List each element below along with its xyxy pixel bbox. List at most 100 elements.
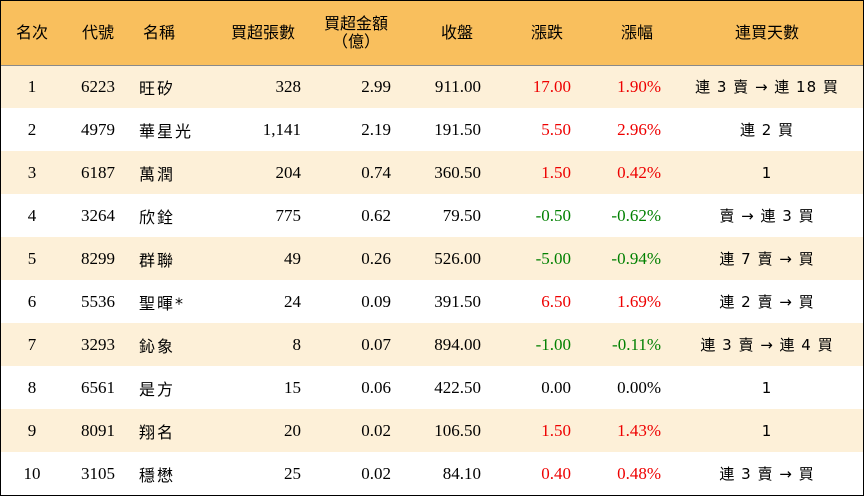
header-net-amount: 買超金額 （億） bbox=[311, 1, 401, 66]
cell-code: 5536 bbox=[81, 291, 115, 311]
header-close: 收盤 bbox=[401, 1, 491, 66]
cell-rank: 10 bbox=[23, 463, 41, 483]
table-row: 2 4979 華星光 1,141 2.19 191.50 5.50 2.96% 連 2 買 bbox=[1, 108, 863, 151]
cell-net-amount: 0.26 bbox=[361, 248, 391, 268]
table-row: 3 6187 萬潤 204 0.74 360.50 1.50 0.42% 1 bbox=[1, 151, 863, 194]
header-rank: 名次 bbox=[1, 1, 63, 66]
cell-streak: 連 2 賣 → 買 bbox=[719, 293, 815, 311]
cell-streak: 1 bbox=[761, 421, 773, 440]
cell-change: 17.00 bbox=[532, 76, 571, 96]
table-row: 4 3264 欣銓 775 0.62 79.50 -0.50 -0.62% 賣 → 連 3 買 bbox=[1, 194, 863, 237]
cell-close: 84.10 bbox=[442, 463, 481, 483]
cell-rank: 4 bbox=[27, 205, 37, 225]
cell-change: -0.50 bbox=[535, 205, 571, 225]
table-row: 1 6223 旺矽 328 2.99 911.00 17.00 1.90% 連 3 賣 → 連 … bbox=[1, 65, 863, 108]
cell-net-lots: 8 bbox=[292, 334, 302, 354]
cell-net-amount: 0.62 bbox=[361, 205, 391, 225]
cell-code: 6223 bbox=[81, 76, 115, 96]
cell-close: 79.50 bbox=[442, 205, 481, 225]
cell-net-lots: 204 bbox=[275, 162, 302, 182]
cell-name: 聖暉* bbox=[139, 293, 186, 313]
cell-code: 6561 bbox=[81, 377, 115, 397]
cell-net-amount: 0.02 bbox=[361, 463, 391, 483]
cell-pct: 0.48% bbox=[617, 463, 661, 483]
header-net-lots: 買超張數 bbox=[215, 1, 311, 66]
table-row: 7 3293 鈊象 8 0.07 894.00 -1.00 -0.11% 連 3 賣 → 連 4… bbox=[1, 323, 863, 366]
table-row: 10 3105 穩懋 25 0.02 84.10 0.40 0.48% 連 3 賣 → 買 bbox=[1, 452, 863, 495]
cell-close: 911.00 bbox=[434, 76, 481, 96]
cell-code: 3293 bbox=[81, 334, 115, 354]
cell-close: 526.00 bbox=[434, 248, 481, 268]
cell-rank: 7 bbox=[27, 334, 37, 354]
cell-change: 5.50 bbox=[541, 119, 571, 139]
cell-net-lots: 25 bbox=[284, 463, 301, 483]
cell-close: 191.50 bbox=[434, 119, 481, 139]
cell-pct: -0.94% bbox=[611, 248, 661, 268]
cell-streak: 連 3 賣 → 連 18 買 bbox=[695, 78, 839, 97]
cell-pct: 0.42% bbox=[617, 162, 661, 182]
cell-name: 群聯 bbox=[139, 250, 176, 270]
cell-pct: 1.69% bbox=[617, 291, 661, 311]
cell-rank: 3 bbox=[27, 162, 37, 182]
cell-name: 旺矽 bbox=[139, 78, 176, 98]
cell-net-lots: 49 bbox=[284, 248, 301, 268]
cell-streak: 連 3 賣 → 買 bbox=[719, 465, 815, 483]
cell-name: 欣銓 bbox=[139, 207, 176, 227]
table-row: 6 5536 聖暉* 24 0.09 391.50 6.50 1.69% 連 2 賣 → 買 bbox=[1, 280, 863, 323]
cell-net-lots: 328 bbox=[275, 76, 302, 96]
cell-rank: 2 bbox=[27, 119, 37, 139]
cell-change: 0.00 bbox=[541, 377, 571, 397]
table-row: 5 8299 群聯 49 0.26 526.00 -5.00 -0.94% 連 7 賣 → 買 bbox=[1, 237, 863, 280]
cell-net-lots: 1,141 bbox=[262, 119, 301, 139]
table-body: 1 6223 旺矽 328 2.99 911.00 17.00 1.90% 連 3 賣 → 連 … bbox=[1, 65, 863, 495]
cell-name: 穩懋 bbox=[139, 465, 176, 485]
cell-pct: 1.43% bbox=[617, 420, 661, 440]
cell-streak: 1 bbox=[761, 378, 773, 397]
cell-name: 萬潤 bbox=[139, 164, 176, 184]
cell-code: 6187 bbox=[81, 162, 115, 182]
cell-rank: 9 bbox=[27, 420, 37, 440]
cell-net-amount: 0.09 bbox=[361, 291, 391, 311]
cell-pct: 0.00% bbox=[617, 377, 661, 397]
cell-change: -1.00 bbox=[535, 334, 571, 354]
cell-pct: 2.96% bbox=[617, 119, 661, 139]
table-row: 8 6561 是方 15 0.06 422.50 0.00 0.00% 1 bbox=[1, 366, 863, 409]
cell-net-amount: 2.99 bbox=[361, 76, 391, 96]
cell-net-amount: 0.06 bbox=[361, 377, 391, 397]
cell-close: 894.00 bbox=[434, 334, 481, 354]
cell-rank: 8 bbox=[27, 377, 37, 397]
cell-change: -5.00 bbox=[535, 248, 571, 268]
header-code: 代號 bbox=[63, 1, 133, 66]
cell-pct: -0.62% bbox=[611, 205, 661, 225]
cell-net-amount: 0.07 bbox=[361, 334, 391, 354]
cell-streak: 賣 → 連 3 買 bbox=[719, 207, 815, 225]
cell-code: 3264 bbox=[81, 205, 115, 225]
header-change: 漲跌 bbox=[491, 1, 581, 66]
cell-net-amount: 0.74 bbox=[361, 162, 391, 182]
cell-net-lots: 20 bbox=[284, 420, 301, 440]
cell-change: 1.50 bbox=[541, 162, 571, 182]
cell-rank: 5 bbox=[27, 248, 37, 268]
cell-change: 1.50 bbox=[541, 420, 571, 440]
cell-change: 0.40 bbox=[541, 463, 571, 483]
cell-code: 3105 bbox=[81, 463, 115, 483]
cell-streak: 1 bbox=[761, 163, 773, 182]
cell-rank: 1 bbox=[27, 76, 37, 96]
cell-code: 8091 bbox=[81, 420, 115, 440]
header-pct: 漲幅 bbox=[581, 1, 671, 66]
header-net-amount-line1: 買超金額 bbox=[323, 13, 388, 33]
cell-net-lots: 775 bbox=[275, 205, 302, 225]
cell-close: 422.50 bbox=[434, 377, 481, 397]
cell-close: 106.50 bbox=[434, 420, 481, 440]
cell-code: 8299 bbox=[81, 248, 115, 268]
cell-net-lots: 24 bbox=[284, 291, 301, 311]
cell-close: 360.50 bbox=[434, 162, 481, 182]
cell-streak: 連 3 賣 → 連 4 買 bbox=[700, 336, 834, 354]
cell-net-lots: 15 bbox=[284, 377, 301, 397]
cell-pct: -0.11% bbox=[612, 334, 661, 354]
cell-name: 翔名 bbox=[139, 422, 176, 442]
cell-streak: 連 7 賣 → 買 bbox=[719, 250, 815, 268]
table-row: 9 8091 翔名 20 0.02 106.50 1.50 1.43% 1 bbox=[1, 409, 863, 452]
table-header-row: 名次 代號 名稱 買超張數 買超金額 （億） 收盤 漲跌 漲幅 連買天數 bbox=[1, 1, 863, 66]
